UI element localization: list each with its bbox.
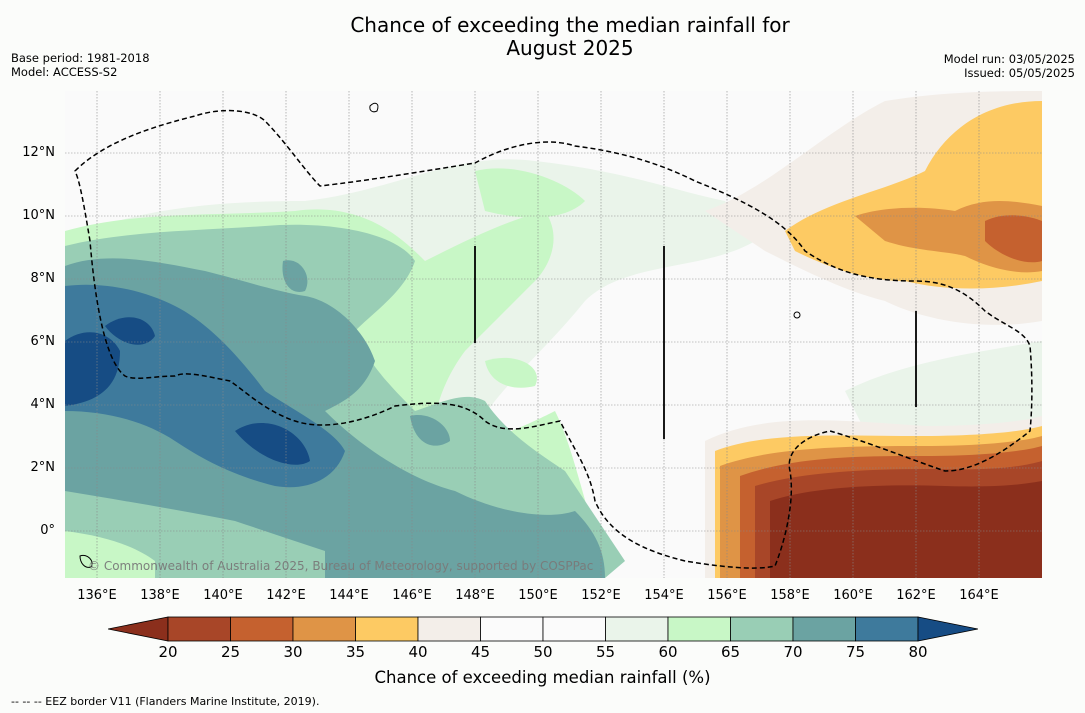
lon-label-160e: 160°E (833, 588, 873, 603)
lat-label-12n: 12°N (22, 145, 55, 160)
zone-65-west-band (65, 531, 155, 578)
zone-80-core-2 (105, 317, 155, 345)
base-period-text: Base period: 1981-2018 (11, 51, 150, 65)
colorbar-segment (167, 616, 231, 642)
cb-tick-35: 35 (345, 643, 366, 661)
colorbar-title: Chance of exceeding median rainfall (%) (374, 668, 711, 687)
colorbar-graphic (107, 616, 979, 642)
map-gridlines (65, 91, 1042, 578)
zone-80-core-3 (235, 422, 310, 465)
lon-label-164e: 164°E (959, 588, 999, 603)
lon-label-154e: 154°E (644, 588, 684, 603)
lat-label-10n: 10°N (22, 208, 55, 223)
rainfall-map (65, 91, 1042, 578)
colorbar-segment (730, 616, 794, 642)
colorbar-segment (480, 616, 544, 642)
eez-border (74, 109, 1033, 569)
colorbar (107, 616, 979, 646)
cb-tick-45: 45 (470, 643, 491, 661)
zone-20-se (770, 481, 1042, 578)
colorbar-extend-high (917, 616, 979, 642)
colorbar-segment (605, 616, 669, 642)
colorbar-segments (107, 616, 979, 642)
lat-label-4n: 4°N (30, 397, 56, 412)
cb-tick-50: 50 (533, 643, 553, 661)
lon-label-142e: 142°E (266, 588, 306, 603)
zone-65-north (475, 168, 585, 218)
lat-label-0: 0° (40, 523, 55, 538)
lat-label-2n: 2°N (30, 460, 56, 475)
cb-tick-20: 20 (158, 643, 178, 661)
cb-tick-70: 70 (783, 643, 803, 661)
issued-text: Issued: 05/05/2025 (964, 66, 1075, 80)
lon-label-138e: 138°E (140, 588, 180, 603)
cb-tick-65: 65 (720, 643, 741, 661)
title-line-1: Chance of exceeding the median rainfall … (350, 13, 790, 37)
zone-75-patch (410, 415, 450, 446)
lon-label-148e: 148°E (455, 588, 495, 603)
lon-label-144e: 144°E (329, 588, 369, 603)
run-info: Model run: 03/05/2025 Issued: 05/05/2025 (944, 52, 1075, 80)
colorbar-segment (230, 616, 294, 642)
rainfall-map-canvas (65, 91, 1042, 578)
colorbar-segment (292, 616, 356, 642)
lon-label-150e: 150°E (518, 588, 558, 603)
base-info: Base period: 1981-2018 Model: ACCESS-S2 (11, 51, 150, 79)
lon-label-158e: 158°E (770, 588, 810, 603)
colorbar-segment (417, 616, 481, 642)
colorbar-segment (355, 616, 419, 642)
lat-label-6n: 6°N (30, 334, 56, 349)
model-text: Model: ACCESS-S2 (11, 65, 118, 79)
zone-65-patch (485, 357, 537, 388)
copyright-notice: © Commonwealth of Australia 2025, Bureau… (88, 559, 594, 573)
colorbar-segment (667, 616, 731, 642)
cb-tick-55: 55 (595, 643, 616, 661)
zone-60-east (845, 341, 1042, 433)
cb-tick-80: 80 (908, 643, 928, 661)
zone-80-core (65, 332, 120, 406)
map-title: Chance of exceeding the median rainfall … (0, 14, 1085, 60)
lat-label-8n: 8°N (30, 271, 56, 286)
title-line-2: August 2025 (506, 36, 634, 60)
lon-label-152e: 152°E (581, 588, 621, 603)
eez-footnote: -- -- -- EEZ border V11 (Flanders Marine… (11, 695, 320, 708)
cb-tick-40: 40 (408, 643, 428, 661)
colorbar-extend-low (107, 616, 169, 642)
zone-30-ne (985, 215, 1042, 263)
lon-label-136e: 136°E (77, 588, 117, 603)
cb-tick-75: 75 (845, 643, 866, 661)
cb-tick-60: 60 (658, 643, 678, 661)
lon-label-156e: 156°E (707, 588, 747, 603)
eez-solid-lines (474, 246, 917, 439)
model-run-text: Model run: 03/05/2025 (943, 52, 1075, 66)
lon-label-146e: 146°E (392, 588, 432, 603)
colorbar-segment (542, 616, 606, 642)
lon-label-140e: 140°E (203, 588, 243, 603)
colorbar-segment (855, 616, 919, 642)
colorbar-segment (792, 616, 856, 642)
zone-75-inner (282, 260, 308, 292)
lon-label-162e: 162°E (896, 588, 936, 603)
cb-tick-25: 25 (220, 643, 241, 661)
cb-tick-30: 30 (283, 643, 303, 661)
coastlines (79, 102, 801, 568)
